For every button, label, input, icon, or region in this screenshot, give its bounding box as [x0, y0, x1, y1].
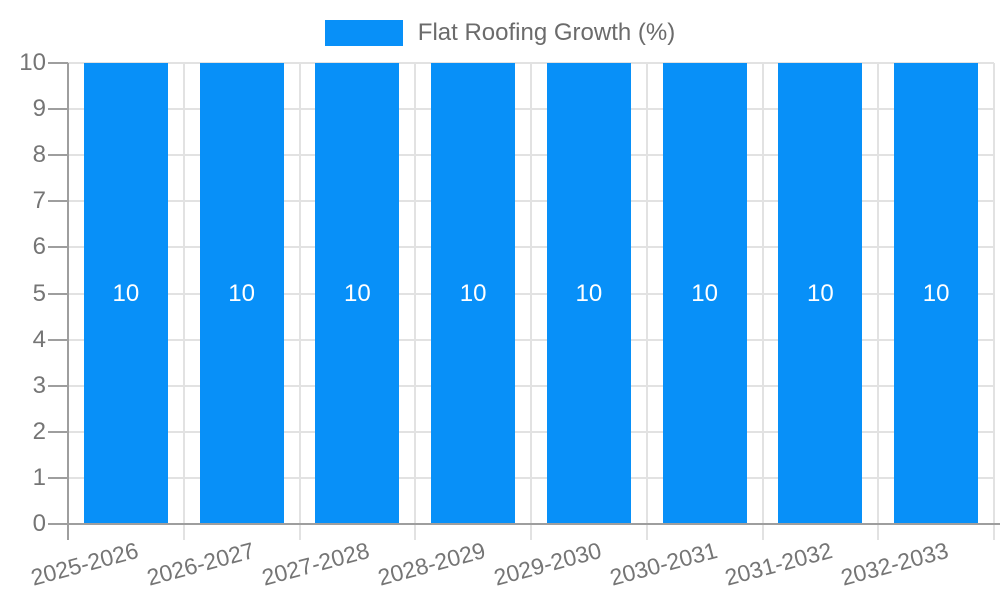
bar-2026-2027[interactable]: 10 [199, 63, 284, 524]
x-gridline [182, 63, 185, 540]
bar-value-label: 10 [228, 279, 255, 307]
bar-value-label: 10 [112, 279, 140, 307]
y-axis-line [67, 63, 69, 540]
legend-label: Flat Roofing Growth (%) [417, 19, 676, 46]
y-tick-mark [48, 246, 68, 249]
bar-2030-2031[interactable]: 10 [662, 63, 747, 524]
bar-2025-2026[interactable]: 10 [83, 63, 168, 524]
bar-2027-2028[interactable]: 10 [315, 63, 400, 524]
x-gridline [414, 63, 417, 540]
x-axis-line [48, 523, 1000, 525]
y-axis-tick-label: 2 [32, 417, 46, 445]
y-axis-tick-label: 3 [32, 371, 46, 399]
x-gridline [298, 63, 301, 540]
x-gridline [993, 63, 995, 540]
y-tick-mark [48, 476, 68, 479]
x-gridline [645, 63, 648, 540]
legend-swatch-icon [324, 20, 403, 46]
x-gridline [761, 63, 764, 540]
x-gridline [877, 63, 880, 540]
y-axis-tick-label: 0 [32, 510, 46, 537]
bar-value-label: 10 [575, 279, 603, 307]
y-tick-mark [48, 62, 68, 64]
legend[interactable]: Flat Roofing Growth (%) [0, 20, 1000, 46]
y-tick-mark [48, 154, 68, 157]
y-axis-tick-label: 6 [32, 233, 46, 261]
y-tick-mark [48, 384, 68, 387]
bar-2029-2030[interactable]: 10 [546, 63, 631, 524]
bar-2028-2029[interactable]: 10 [431, 63, 516, 524]
bar-value-label: 10 [344, 279, 371, 307]
y-axis-tick-label: 1 [32, 463, 46, 491]
y-tick-mark [48, 292, 68, 295]
bar-value-label: 10 [691, 279, 718, 307]
y-tick-mark [48, 108, 68, 111]
y-axis-tick-label: 4 [32, 325, 46, 353]
y-axis-tick-label: 8 [32, 141, 46, 169]
y-axis-tick-label: 9 [32, 95, 46, 123]
y-tick-mark [48, 430, 68, 433]
y-axis-tick-label: 5 [32, 279, 46, 307]
y-tick-mark [48, 338, 68, 341]
y-axis-tick-label: 7 [32, 187, 46, 215]
y-tick-mark [48, 200, 68, 203]
bar-value-label: 10 [459, 279, 487, 307]
x-gridline [530, 63, 532, 540]
bar-value-label: 10 [922, 279, 950, 307]
bar-value-label: 10 [807, 279, 834, 307]
bar-2031-2032[interactable]: 10 [778, 63, 863, 524]
y-axis-tick-label: 10 [19, 49, 46, 76]
bar-2032-2033[interactable]: 10 [894, 63, 979, 524]
